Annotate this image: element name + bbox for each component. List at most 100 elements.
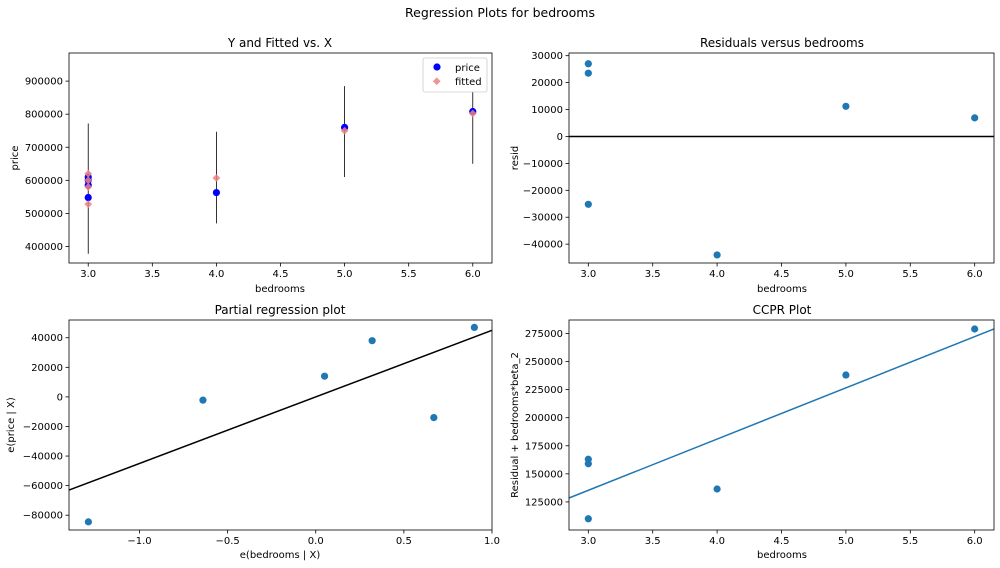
data-point [713,251,721,259]
y-tick-label: 600000 [25,176,63,187]
data-point [971,325,979,333]
data-point [199,396,207,404]
fit-line [568,328,995,499]
x-tick-label: 3.0 [580,269,596,280]
y-tick-label: 125000 [525,497,563,508]
fitted-point [340,126,349,135]
panel-ccpr: CCPR Plot 3.0 3.5 4.0 4.5 5.0 5.5 6.0 125000 150… [510,303,995,561]
y-tick-label: 400000 [25,242,63,253]
data-point [320,372,329,380]
y-tick-label: 30000 [531,51,563,62]
data-point [584,69,592,77]
y-axis-label: e(price | X) [6,397,17,453]
legend-label-fitted: fitted [455,77,482,88]
panel-title: Y and Fitted vs. X [227,36,332,50]
fit-line [68,329,493,491]
legend-label-price: price [455,63,480,74]
y-tick-label: −60000 [23,481,63,492]
x-tick-label: 3.5 [144,269,160,280]
legend: price fitted [422,57,488,93]
plot-area [68,323,493,526]
panel-title: Residuals versus bedrooms [700,36,864,50]
x-axis-label: bedrooms [757,550,807,561]
x-tick-label: 4.0 [709,269,725,280]
x-tick-label: 5.0 [337,269,353,280]
y-tick-label: 20000 [31,363,63,374]
x-tick-label: 3.0 [80,269,96,280]
y-tick-label: 40000 [31,333,63,344]
x-tick-label: 5.0 [838,269,854,280]
y-tick-label: −40000 [523,240,563,251]
x-tick-label: 3.0 [580,536,596,547]
y-tick-label: 700000 [25,143,63,154]
fitted-point [84,183,93,191]
data-point [971,114,979,122]
axes-frame [568,319,995,531]
fitted-point [84,200,93,209]
x-tick-label: 6.0 [465,269,481,280]
x-tick-label: 4.5 [273,269,289,280]
axes-frame [68,52,493,264]
tick-layer: 3.0 3.5 4.0 4.5 5.0 5.5 6.0 125000 150000 175000 2… [525,329,983,547]
x-tick-label: 1.0 [484,536,500,547]
panel-title: Partial regression plot [215,303,346,317]
y-axis-label: resid [510,146,521,170]
y-tick-label: −80000 [23,511,63,522]
x-tick-label: 5.5 [902,269,918,280]
axes-frame [68,319,493,531]
fitted-point [84,169,93,178]
fitted-point [84,176,93,185]
x-tick-label: 4.5 [774,269,790,280]
data-point [430,414,438,422]
y-tick-label: −10000 [523,159,563,170]
y-tick-label: 200000 [525,413,563,424]
data-point [84,518,92,526]
x-tick-label: 4.0 [709,536,725,547]
plot-area [84,62,477,254]
data-point [584,200,592,208]
x-tick-label: 5.0 [838,536,854,547]
x-tick-label: 4.5 [774,536,790,547]
plot-area [568,325,995,523]
y-tick-label: 0 [57,392,63,403]
x-tick-label: 5.5 [902,536,918,547]
y-tick-label: −30000 [523,213,563,224]
y-axis-label: price [10,146,21,171]
data-point [842,371,850,379]
x-tick-label: 3.5 [645,536,661,547]
y-tick-label: 150000 [525,469,563,480]
x-axis-label: bedrooms [255,284,305,295]
x-tick-label: 4.0 [208,269,224,280]
tick-layer: 3.0 3.5 4.0 4.5 5.0 5.5 6.0 400000 500000 600000 7… [25,77,481,280]
legend-marker-fitted [432,77,441,86]
y-tick-label: −20000 [23,422,63,433]
y-tick-label: 800000 [25,110,63,121]
axes-frame [568,52,995,264]
data-point [470,323,478,331]
fitted-point [468,109,477,118]
x-tick-label: 6.0 [967,269,983,280]
x-tick-label: 3.5 [645,269,661,280]
panel-residuals: Residuals versus bedrooms 3.0 3.5 4.0 4.5 5.… [510,36,995,295]
fitted-point [212,174,221,182]
price-point [84,193,92,202]
y-axis-label: Residual + bedrooms*beta_2 [510,352,521,498]
price-point [212,188,221,197]
figure-title: Regression Plots for bedrooms [405,5,595,20]
y-tick-label: 175000 [525,441,563,452]
y-tick-label: 10000 [531,105,563,116]
y-tick-label: 900000 [25,77,63,88]
data-point [584,60,592,68]
x-axis-label: bedrooms [757,284,807,295]
y-tick-label: 275000 [525,329,563,340]
panel-y-and-fitted: Y and Fitted vs. X 3.0 3.5 4.0 4.5 5.0 5.5 6.0… [10,36,493,295]
legend-marker-price [433,63,441,71]
data-point [842,102,850,110]
data-point [713,485,721,493]
data-point [584,460,592,468]
y-tick-label: −20000 [523,186,563,197]
x-tick-label: 6.0 [967,536,983,547]
tick-layer: −1.0 −0.5 0.0 0.5 1.0 −80000 −60000 −40000 −2000… [23,333,500,547]
y-tick-label: 500000 [25,209,63,220]
